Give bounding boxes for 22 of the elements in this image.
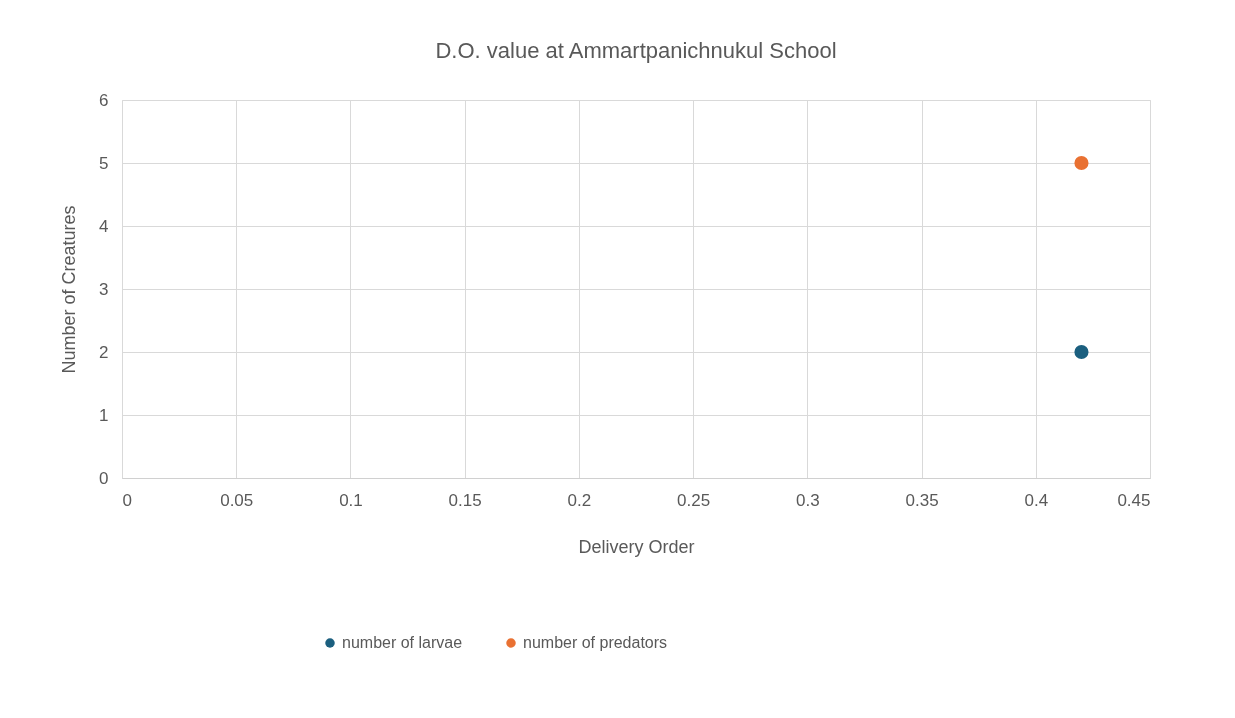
y-axis-title: Number of Creatures (59, 205, 80, 374)
chart-title: D.O. value at Ammartpanichnukul School (435, 38, 837, 63)
x-tick-label: 0.35 (905, 490, 939, 510)
x-tick-label: 0.1 (339, 490, 363, 510)
x-tick-label: 0.2 (567, 490, 592, 510)
y-tick-label: 5 (99, 153, 109, 173)
y-tick-label: 3 (99, 279, 109, 299)
x-axis-title: Delivery Order (578, 536, 695, 557)
x-tick-label: 0.05 (220, 490, 254, 510)
legend-label: number of predators (523, 634, 668, 651)
x-tick-label: 0.15 (448, 490, 482, 510)
x-tick-label: 0 (122, 490, 132, 510)
x-tick-label: 0.45 (1117, 490, 1151, 510)
y-tick-label: 4 (99, 216, 109, 236)
y-tick-label: 1 (99, 405, 109, 425)
y-tick-label: 0 (99, 468, 109, 488)
y-tick-label: 2 (99, 342, 109, 362)
legend-label: number of larvae (342, 634, 463, 651)
x-tick-label: 0.3 (796, 490, 820, 510)
y-tick-label: 6 (99, 90, 109, 110)
x-tick-label: 0.4 (1024, 490, 1049, 510)
x-tick-label: 0.25 (677, 490, 711, 510)
